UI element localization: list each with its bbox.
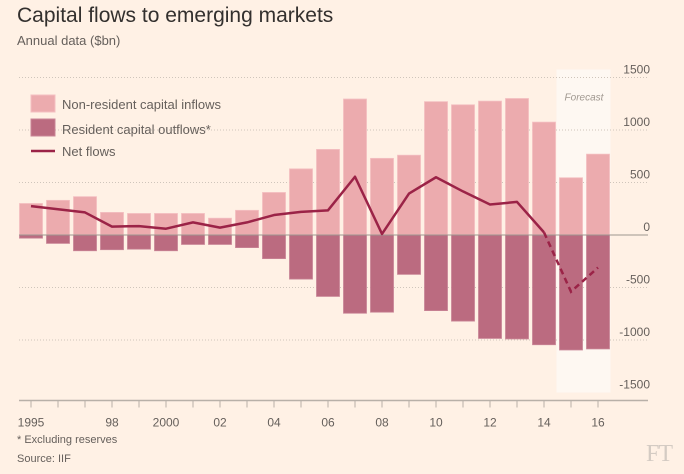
net-flows-line <box>30 175 545 236</box>
outflow-bar <box>100 234 124 251</box>
outflow-bar <box>181 234 205 245</box>
outflow-bar <box>316 234 340 297</box>
legend-swatch-outflows <box>30 118 56 137</box>
y-tick-label: 0 <box>643 220 650 234</box>
net-flows-forecast-line <box>542 231 599 294</box>
inflow-bar <box>505 98 529 236</box>
x-tick-label: 02 <box>213 416 227 430</box>
y-tick-label: -500 <box>626 273 650 287</box>
x-tick-label: 08 <box>375 416 389 430</box>
outflow-bar <box>154 234 178 252</box>
inflow-bar <box>343 98 367 236</box>
inflow-bar <box>586 153 610 236</box>
legend-label: Net flows <box>62 144 116 159</box>
inflow-bar <box>451 104 475 236</box>
chart-subtitle: Annual data ($bn) <box>17 33 121 48</box>
x-tick-label: 12 <box>483 416 497 430</box>
y-tick-label: 1500 <box>623 63 650 77</box>
x-tick-label: 04 <box>267 416 281 430</box>
outflow-bar <box>289 234 313 280</box>
x-tick-label: 98 <box>105 416 119 430</box>
outflow-bar <box>127 234 151 250</box>
outflow-bar <box>424 234 448 311</box>
outflow-bar <box>370 234 394 313</box>
inflow-bar <box>559 177 583 236</box>
inflow-bar <box>127 213 151 236</box>
chart-title: Capital flows to emerging markets <box>17 4 334 27</box>
x-tick-label: 1995 <box>18 416 45 430</box>
outflow-bar <box>343 234 367 314</box>
legend-label: Resident capital outflows* <box>62 122 211 137</box>
outflow-bar <box>73 234 97 252</box>
x-tick-label: 2000 <box>153 416 180 430</box>
x-tick-label: 16 <box>591 416 605 430</box>
inflow-bar <box>532 121 556 236</box>
outflow-bar <box>235 234 259 249</box>
outflow-bar <box>46 234 70 244</box>
outflow-bar <box>262 234 286 260</box>
forecast-label: Forecast <box>565 93 605 104</box>
inflow-bar <box>154 213 178 236</box>
y-tick-label: -1500 <box>619 378 650 392</box>
legend-swatch-inflows <box>30 94 56 113</box>
inflow-bar <box>316 149 340 236</box>
ft-logo: FT <box>645 441 673 467</box>
x-tick-label: 10 <box>429 416 443 430</box>
outflow-bar <box>478 234 502 339</box>
y-tick-label: 1000 <box>623 115 650 129</box>
outflow-bar <box>586 234 610 350</box>
x-tick-label: 06 <box>321 416 335 430</box>
inflow-bar <box>46 199 70 236</box>
y-tick-label: 500 <box>630 168 650 182</box>
legend-label: Non-resident capital inflows <box>62 97 221 112</box>
outflow-bar <box>451 234 475 322</box>
y-tick-label: -1000 <box>619 325 650 339</box>
x-tick-label: 14 <box>537 416 551 430</box>
outflow-bar <box>505 234 529 340</box>
footnote: * Excluding reserves <box>17 434 118 446</box>
outflow-bar <box>397 234 421 275</box>
inflow-bar <box>424 101 448 236</box>
source: Source: IIF <box>17 453 71 465</box>
inflow-bar <box>289 168 313 236</box>
inflow-bar <box>478 100 502 236</box>
outflow-bar <box>208 234 232 245</box>
